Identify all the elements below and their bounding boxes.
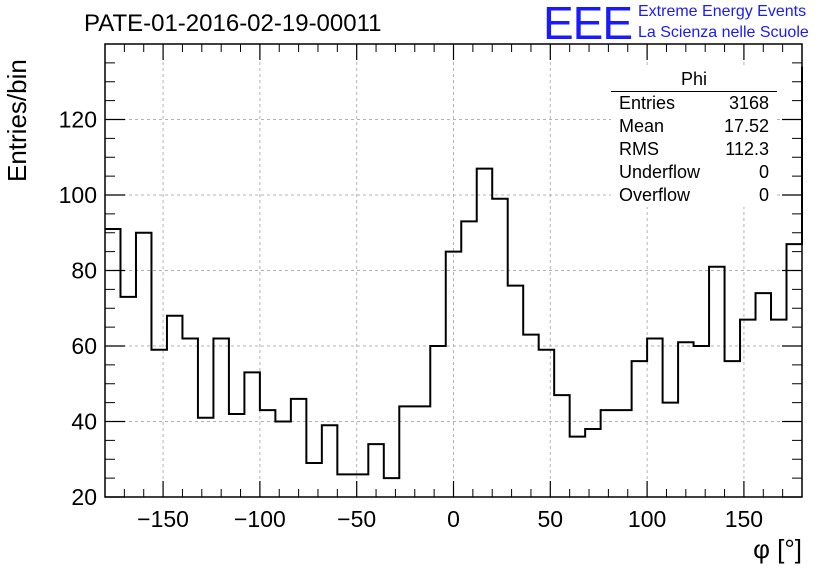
stats-label: Underflow — [619, 162, 701, 182]
x-tick-label: −150 — [137, 506, 189, 532]
logo-line-1: Extreme Energy Events — [638, 3, 807, 20]
x-tick-label: 50 — [538, 506, 564, 532]
logo-line-2: La Scienza nelle Scuole — [638, 24, 809, 41]
histogram-line — [105, 66, 803, 480]
stats-label: Entries — [619, 93, 676, 113]
stats-value: 0 — [758, 185, 769, 205]
stats-row: RMS 112.3 — [611, 138, 777, 161]
x-tick-label: 0 — [447, 506, 460, 532]
y-tick-label: 120 — [59, 107, 97, 133]
stats-value: 112.3 — [725, 139, 769, 159]
chart-title: PATE-01-2016-02-19-00011 — [84, 10, 382, 37]
stats-value: 17.52 — [723, 116, 769, 136]
stats-label: Overflow — [619, 185, 691, 205]
y-axis-label: Entries/bin — [2, 59, 32, 182]
y-tick-label: 40 — [71, 409, 97, 435]
x-axis-label: φ [°] — [753, 534, 802, 564]
stats-label: Mean — [619, 116, 665, 136]
y-tick-label: 80 — [71, 258, 97, 284]
stats-title: Phi — [611, 68, 777, 92]
stats-label: RMS — [619, 139, 659, 159]
stats-row: Overflow 0 — [611, 184, 777, 207]
stats-value: 3168 — [728, 93, 769, 113]
plot-frame — [104, 43, 803, 498]
eee-logo: EEE — [543, 0, 633, 49]
stats-value: 0 — [758, 162, 769, 182]
y-tick-label: 60 — [71, 333, 97, 359]
stats-row: Entries 3168 — [611, 92, 777, 115]
stats-row: Underflow 0 — [611, 161, 777, 184]
grid-lines — [105, 44, 802, 497]
tick-labels: −150 −100 −50 0 50 100 150 20 40 60 80 100 120 — [59, 107, 763, 533]
stats-row: Mean 17.52 — [611, 115, 777, 138]
x-tick-label: −100 — [234, 506, 286, 532]
x-tick-label: 150 — [725, 506, 763, 532]
stats-box: Phi Entries 3168 Mean 17.52 RMS 112.3 Un… — [611, 68, 777, 207]
y-tick-label: 20 — [71, 484, 97, 510]
x-tick-label: −50 — [337, 506, 376, 532]
x-tick-label: 100 — [628, 506, 666, 532]
y-tick-label: 100 — [59, 182, 97, 208]
axis-ticks — [104, 44, 803, 498]
